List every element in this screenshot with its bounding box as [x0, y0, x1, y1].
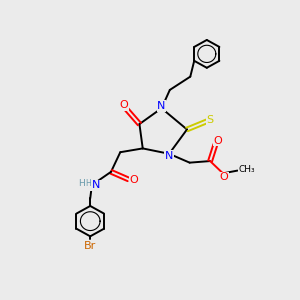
Text: S: S — [206, 115, 214, 125]
Text: N: N — [92, 180, 100, 190]
Text: O: O — [220, 172, 228, 182]
Text: Br: Br — [84, 241, 96, 251]
Text: N: N — [158, 101, 166, 111]
Text: H: H — [85, 179, 91, 188]
Text: H: H — [79, 179, 85, 188]
Text: NH: NH — [82, 180, 99, 190]
Text: CH₃: CH₃ — [238, 165, 255, 174]
Text: O: O — [130, 176, 139, 185]
Text: O: O — [120, 100, 128, 110]
Text: N: N — [165, 151, 173, 161]
Text: O: O — [213, 136, 222, 146]
